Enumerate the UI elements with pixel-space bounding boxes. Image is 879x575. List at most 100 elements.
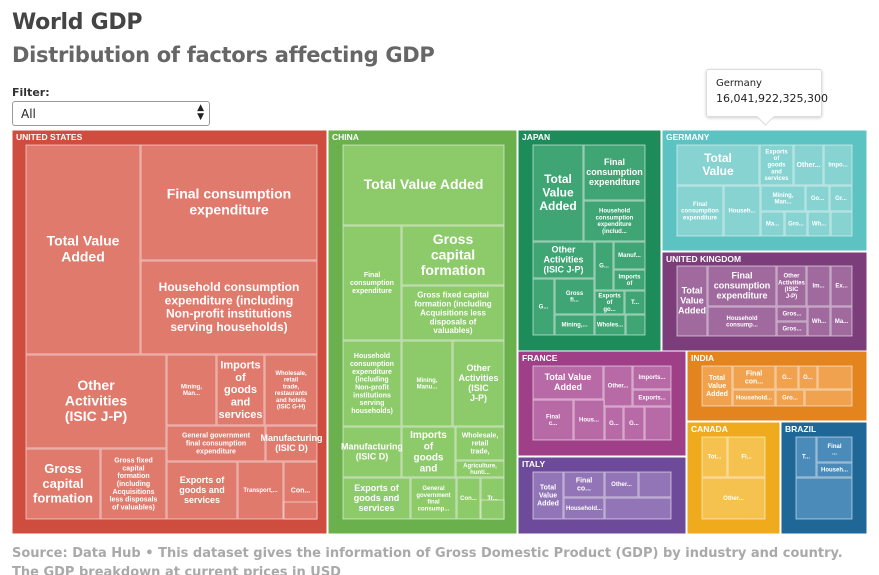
cell-rect[interactable] [732,365,776,390]
group-united-states[interactable]: UNITED STATES Total Value Added Final consu… [11,129,328,535]
treemap-cell[interactable]: Imports of [613,269,646,291]
treemap-cell[interactable] [804,389,853,407]
cell-rect[interactable] [283,501,318,520]
treemap-cell[interactable]: Gro... [784,211,808,237]
treemap-cell[interactable]: Manufacturing (ISIC D) [261,425,323,462]
cell-rect[interactable] [613,269,646,291]
cell-rect[interactable] [401,426,456,478]
cell-rect[interactable] [760,185,806,212]
treemap-cell[interactable]: G... [775,365,799,390]
cell-rect[interactable] [830,211,853,237]
treemap-cell[interactable]: Imports of goods and [401,426,456,478]
treemap-cell[interactable]: Exports of go... [594,290,625,315]
treemap-cell[interactable]: Total Value Added [532,144,584,242]
treemap-cell[interactable]: Household... [732,389,776,407]
cell-rect[interactable] [805,185,830,212]
treemap-cell[interactable]: Other... [793,144,824,186]
cell-rect[interactable] [532,365,604,400]
cell-rect[interactable] [140,260,318,355]
treemap-cell[interactable]: Househ... [723,185,761,237]
group-china[interactable]: CHINA Total Value Added Final consumption ex… [327,129,518,535]
cell-rect[interactable] [166,354,217,426]
cell-rect[interactable] [480,499,505,520]
treemap-cell[interactable]: Ex... [830,265,853,307]
cell-rect[interactable] [632,365,672,390]
cell-rect[interactable] [554,278,595,315]
treemap-cell[interactable]: Other Activities (ISIC J-P) [25,354,167,449]
cell-rect[interactable] [604,471,639,498]
cell-rect[interactable] [613,241,646,270]
cell-rect[interactable] [583,200,646,242]
cell-rect[interactable] [816,436,853,463]
treemap-cell[interactable]: Total Value Added [532,365,604,400]
treemap-cell[interactable]: Mining, Man... [166,354,217,426]
treemap-cell[interactable]: Household consumption expenditure (includ… [140,260,318,355]
treemap-cell[interactable] [283,501,318,520]
cell-rect[interactable] [829,185,853,212]
treemap-cell[interactable]: Househ... [816,462,853,478]
cell-rect[interactable] [676,185,724,237]
treemap-cell[interactable] [480,499,505,520]
treemap-cell[interactable]: Manuf... [613,241,646,270]
cell-rect[interactable] [604,497,672,520]
treemap-cell[interactable]: Other... [603,365,633,407]
treemap-cell[interactable]: Mining, Manu... [401,340,453,427]
cell-rect[interactable] [775,365,799,390]
treemap-cell[interactable]: T... [795,436,817,478]
treemap-cell[interactable]: Go... [805,185,830,212]
treemap-cell[interactable]: Total Value Added [25,144,141,355]
cell-rect[interactable] [776,306,808,322]
treemap-cell[interactable]: Gross capital formation [401,225,505,286]
cell-rect[interactable] [456,477,481,520]
treemap-cell[interactable]: Gross fixed capital formation (including A… [401,285,505,341]
cell-rect[interactable] [624,290,646,315]
treemap-cell[interactable]: General government final consumption expen… [166,425,266,462]
group-germany[interactable]: GERMANY Total Value Exports of goods and servic… [661,129,868,252]
cell-rect[interactable] [776,321,808,337]
cell-rect[interactable] [25,448,101,520]
treemap-cell[interactable]: G... [594,241,614,291]
treemap-cell[interactable]: Total Value Added [676,265,708,337]
cell-rect[interactable] [532,278,555,336]
treemap-cell[interactable]: Final consumption expenditure [707,265,777,307]
cell-rect[interactable] [807,211,831,237]
cell-rect[interactable] [632,389,672,407]
cell-rect[interactable] [342,225,402,341]
cell-rect[interactable] [342,144,505,226]
cell-rect[interactable] [265,425,318,462]
treemap-cell[interactable]: Total Value Added [701,365,733,407]
cell-rect[interactable] [644,406,672,441]
cell-rect[interactable] [701,365,733,407]
treemap-cell[interactable] [625,314,646,336]
treemap-cell[interactable] [817,365,853,390]
group-united-kingdom[interactable]: UNITED KINGDOM Total Value Added Final consum… [661,251,868,352]
treemap-cell[interactable]: Mining, Man... [760,185,806,212]
cell-rect[interactable] [823,144,853,186]
cell-rect[interactable] [25,144,141,355]
cell-rect[interactable] [816,462,853,478]
cell-rect[interactable] [264,354,318,426]
cell-rect[interactable] [759,144,794,186]
treemap-cell[interactable]: Mining,... [554,314,595,336]
treemap-cell[interactable]: Final consumption expenditure [140,144,318,261]
group-france[interactable]: FRANCE Total Value Added Other... Imports...… [517,350,687,457]
cell-rect[interactable] [795,436,817,478]
cell-rect[interactable] [237,461,284,520]
treemap-cell[interactable]: Other... [604,471,639,498]
cell-rect[interactable] [401,340,453,427]
cell-rect[interactable] [25,354,167,449]
treemap-cell[interactable] [604,497,672,520]
treemap-cell[interactable]: Total Value Added [532,471,564,520]
treemap-cell[interactable]: Gro... [775,389,805,407]
treemap-cell[interactable] [644,406,672,441]
cell-rect[interactable] [532,241,595,279]
cell-rect[interactable] [775,389,805,407]
treemap-cell[interactable]: Fi... [727,436,766,478]
cell-rect[interactable] [563,497,605,520]
cell-rect[interactable] [594,290,625,315]
treemap-cell[interactable]: Wholesale, retail trade, [455,426,505,461]
treemap-cell[interactable]: G... [623,406,645,441]
treemap-cell[interactable]: Final consumption expenditure [342,225,402,341]
cell-rect[interactable] [806,265,831,307]
treemap-cell[interactable]: Manufacturing (ISIC D) [341,426,403,478]
